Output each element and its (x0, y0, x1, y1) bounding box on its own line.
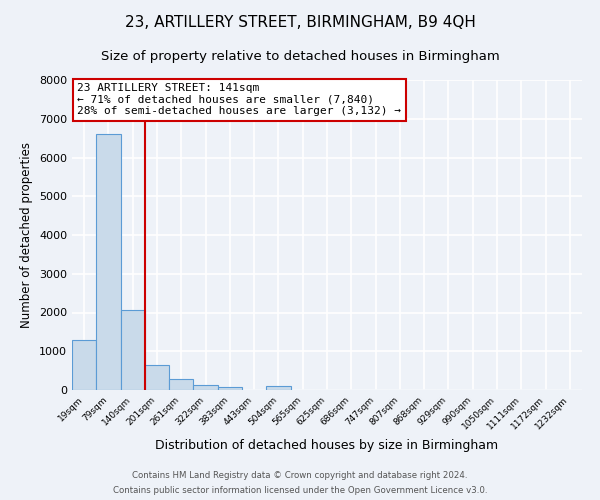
Bar (96, 134, 121, 390)
Bar (121, 310, 145, 390)
Bar (169, 379, 193, 390)
Text: Contains public sector information licensed under the Open Government Licence v3: Contains public sector information licen… (113, 486, 487, 495)
Text: 23, ARTILLERY STREET, BIRMINGHAM, B9 4QH: 23, ARTILLERY STREET, BIRMINGHAM, B9 4QH (125, 15, 475, 30)
Bar (266, 386, 290, 390)
Text: Size of property relative to detached houses in Birmingham: Size of property relative to detached ho… (101, 50, 499, 63)
Bar (72, 340, 96, 390)
Text: 23 ARTILLERY STREET: 141sqm
← 71% of detached houses are smaller (7,840)
28% of : 23 ARTILLERY STREET: 141sqm ← 71% of det… (77, 83, 401, 116)
Bar (145, 365, 169, 390)
X-axis label: Distribution of detached houses by size in Birmingham: Distribution of detached houses by size … (155, 440, 499, 452)
Text: Contains HM Land Registry data © Crown copyright and database right 2024.: Contains HM Land Registry data © Crown c… (132, 471, 468, 480)
Y-axis label: Number of detached properties: Number of detached properties (20, 142, 34, 328)
Bar (193, 385, 218, 390)
Bar (218, 388, 242, 390)
